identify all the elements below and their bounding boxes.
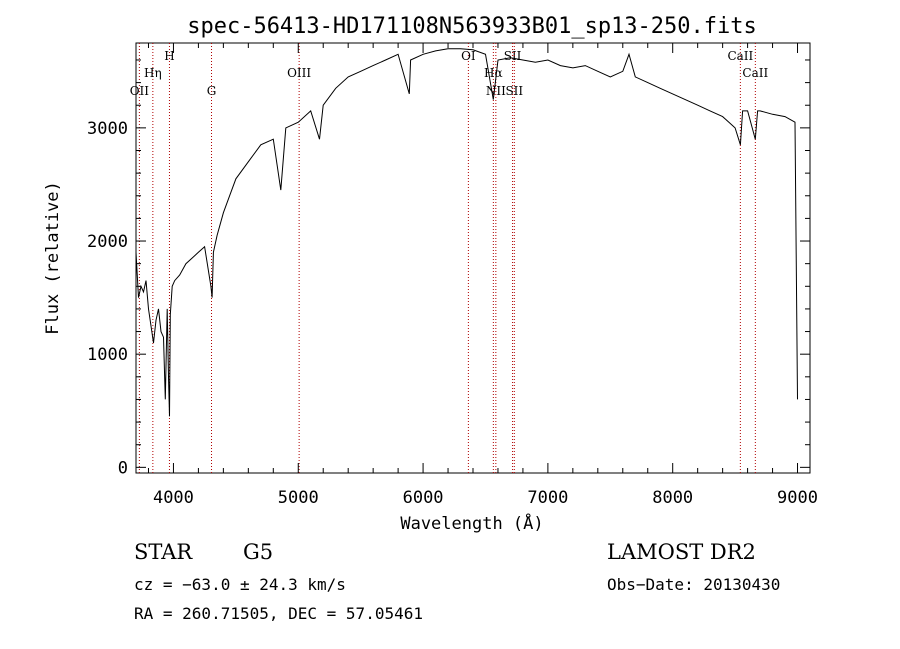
line-marker-label: OIII (287, 66, 311, 80)
line-marker-label: SII (504, 49, 522, 63)
x-axis-label: Wavelength (Å) (400, 512, 543, 534)
x-tick-label: 6000 (403, 488, 444, 508)
x-axis: 4000 5000 6000 7000 8000 9000 (147, 43, 818, 508)
coordinates-text: RA = 260.71505, DEC = 57.05461 (134, 604, 423, 623)
class-label: STAR (134, 540, 193, 564)
line-marker-label: Hα (484, 66, 503, 80)
y-tick-label: 0 (118, 458, 128, 478)
line-marker-label: OII (130, 84, 150, 98)
x-tick-label: 9000 (777, 488, 818, 508)
y-tick-label: 1000 (87, 345, 128, 365)
x-tick-label: 4000 (153, 488, 194, 508)
line-marker-label: SII (505, 84, 523, 98)
y-tick-label: 2000 (87, 232, 128, 252)
x-tick-label: 8000 (652, 488, 693, 508)
x-tick-label: 5000 (278, 488, 319, 508)
line-marker-label: H (164, 49, 174, 63)
plot-frame (135, 42, 811, 474)
y-axis-label: Flux (relative) (43, 181, 63, 335)
cz-text: cz = −63.0 ± 24.3 km/s (134, 575, 346, 594)
line-marker-label: Hη (144, 66, 162, 80)
spectrum-line (135, 48, 798, 417)
line-marker-label: CaII (742, 66, 768, 80)
y-axis: 0 1000 2000 3000 (87, 59, 810, 478)
line-marker-label: CaII (727, 49, 753, 63)
x-tick-label: 7000 (527, 488, 568, 508)
subclass-label: G5 (243, 540, 273, 564)
line-marker-label: G (207, 84, 217, 98)
y-tick-label: 3000 (87, 119, 128, 139)
chart-title: spec-56413-HD171108N563933B01_sp13-250.f… (187, 14, 757, 39)
obs-date-text: Obs−Date: 20130430 (607, 575, 780, 594)
line-marker-label: OI (461, 49, 476, 63)
survey-label: LAMOST DR2 (607, 540, 756, 564)
line-marker-label: NII (486, 84, 506, 98)
